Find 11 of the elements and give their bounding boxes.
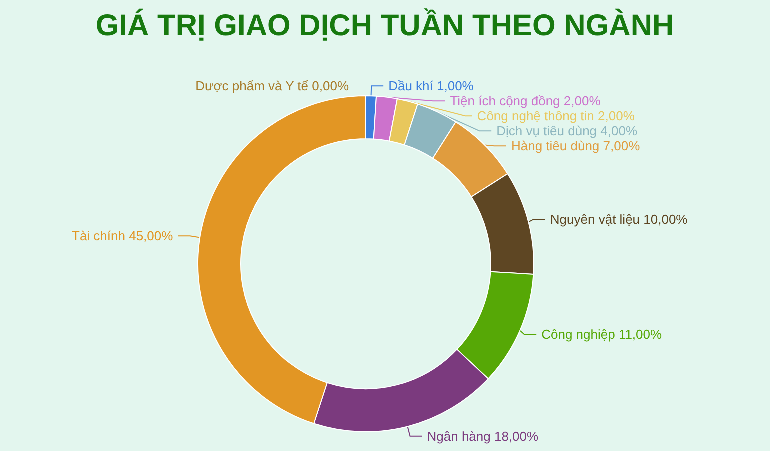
slice-label: Dầu khí 1,00% <box>388 78 474 94</box>
chart-title: GIÁ TRỊ GIAO DỊCH TUẦN THEO NGÀNH <box>96 8 674 42</box>
slice-label: Nguyên vật liệu 10,00% <box>550 212 688 228</box>
category-label: Dược phẩm và Y tế 0,00% <box>196 78 349 94</box>
slice-label: Ngân hàng 18,00% <box>427 428 540 444</box>
slice-label: Tiện ích cộng đồng 2,00% <box>450 94 602 109</box>
slice-label: Hàng tiêu dùng 7,00% <box>511 138 641 154</box>
slice-label: Công nghiệp 11,00% <box>542 327 663 342</box>
slice-label: Công nghệ thông tin 2,00% <box>477 108 636 124</box>
slice-label: Tài chính 45,00% <box>72 228 174 244</box>
slice-label: Dịch vụ tiêu dùng 4,00% <box>496 124 638 139</box>
